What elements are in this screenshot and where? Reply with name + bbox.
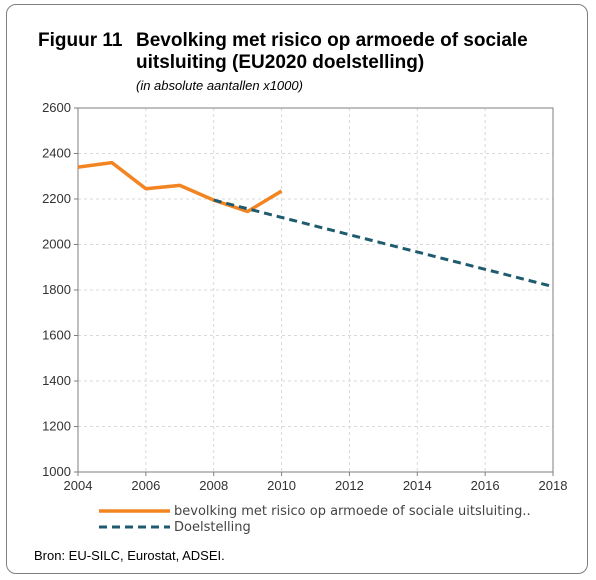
x-tick-label: 2014	[403, 478, 432, 493]
y-tick-label: 1600	[42, 328, 71, 343]
x-tick-label: 2008	[199, 478, 228, 493]
legend-label: bevolking met risico op armoede of socia…	[174, 504, 531, 519]
series-layer	[77, 160, 554, 289]
y-tick-label: 2600	[42, 100, 71, 115]
x-tick-label: 2010	[267, 478, 296, 493]
series-line-doelstelling	[213, 198, 554, 289]
y-tick-label: 2200	[42, 191, 71, 206]
title-line-1: Bevolking met risico op armoede of socia…	[136, 30, 528, 51]
x-tick-label: 2016	[471, 478, 500, 493]
y-tick-label: 2000	[42, 237, 71, 252]
plot-area-border	[77, 107, 554, 473]
y-tick-label: 1800	[42, 282, 71, 297]
legend: bevolking met risico op armoede of socia…	[99, 504, 531, 535]
y-tick-label: 1200	[42, 419, 71, 434]
series-line-risico	[77, 160, 283, 214]
y-tick-label: 1400	[42, 373, 71, 388]
source-note: Bron: EU-SILC, Eurostat, ADSEI.	[34, 548, 225, 563]
x-tick-label: 2004	[64, 478, 93, 493]
y-tick-label: 1000	[42, 464, 71, 479]
x-tick-label: 2006	[131, 478, 160, 493]
chart-title: Figuur 11 Bevolking met risico op armoede…	[38, 30, 588, 74]
x-tick-label: 2012	[335, 478, 364, 493]
title-line-2: uitsluiting (EU2020 doelstelling)	[136, 52, 425, 73]
legend-label: Doelstelling	[174, 520, 251, 535]
y-tick-label: 2400	[42, 146, 71, 161]
figure-number: Figuur 11	[38, 30, 123, 51]
axes-layer: 1000 1200 1400 1600 1800 2000 2200 2400 2600 2004…	[42, 100, 567, 493]
x-tick-label: 2018	[539, 478, 568, 493]
grid-layer	[78, 107, 554, 472]
chart-frame	[6, 4, 588, 574]
chart-subtitle: (in absolute aantallen x1000)	[136, 78, 303, 93]
